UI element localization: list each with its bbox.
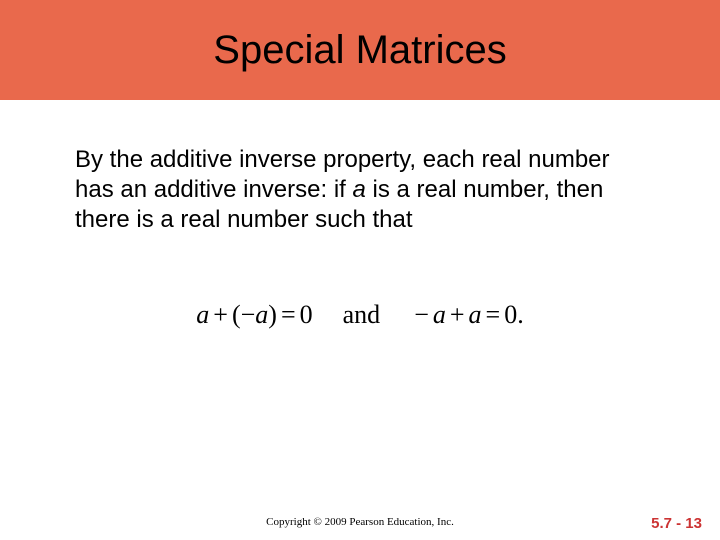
- page-number: 5.7 - 13: [651, 515, 702, 532]
- title-bar: Special Matrices: [0, 0, 720, 100]
- copyright-text: Copyright © 2009 Pearson Education, Inc.: [0, 516, 720, 528]
- equation-line: a+(−a)=0and−a+a=0.: [0, 300, 720, 330]
- body-paragraph: By the additive inverse property, each r…: [75, 145, 645, 235]
- eq-neg2: −: [410, 300, 433, 329]
- eq-a1: a: [196, 300, 209, 329]
- eq-zero2: 0.: [504, 300, 524, 329]
- eq-a2: a: [255, 300, 268, 329]
- eq-close: ): [268, 300, 277, 329]
- eq-zero1: 0: [300, 300, 313, 329]
- eq-eq2: =: [482, 300, 505, 329]
- eq-and: and: [343, 300, 381, 329]
- eq-plus2: +: [446, 300, 469, 329]
- eq-a3: a: [433, 300, 446, 329]
- eq-eq1: =: [277, 300, 300, 329]
- variable-a: a: [353, 176, 366, 203]
- slide-title: Special Matrices: [213, 28, 506, 73]
- slide: Special Matrices By the additive inverse…: [0, 0, 720, 540]
- eq-neg1: −: [241, 300, 256, 329]
- eq-open: (: [232, 300, 241, 329]
- eq-plus1: +: [209, 300, 232, 329]
- eq-a4: a: [469, 300, 482, 329]
